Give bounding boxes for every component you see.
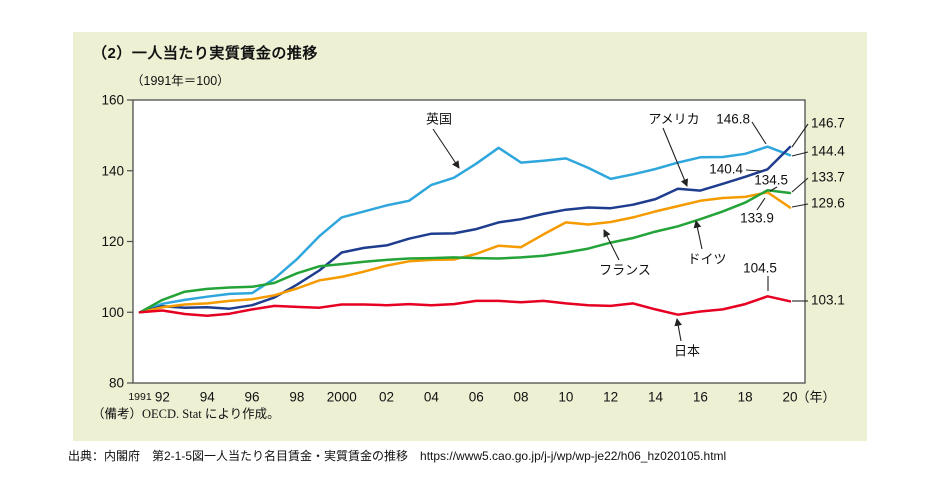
series-line-uk — [138, 145, 792, 314]
series-name-label-de: ドイツ — [687, 252, 726, 267]
annotation-arrow-fr — [603, 229, 620, 261]
chart-note: （備考）OECD. Stat により作成。 — [92, 407, 280, 421]
plot-area — [132, 99, 806, 384]
x-tick-label: 08 — [514, 390, 529, 405]
x-tick-label: 92 — [155, 390, 170, 405]
annotation-arrow-de — [693, 220, 703, 250]
chart-subtitle: （1991年＝100） — [131, 74, 230, 88]
x-tick-label: 96 — [245, 390, 260, 405]
annotation-arrow-us — [662, 127, 688, 187]
point-value-label-fr: 133.9 — [740, 211, 774, 226]
end-value-label-us: 146.7 — [811, 116, 845, 131]
point-value-label-us: 140.4 — [709, 162, 743, 177]
series-line-de — [138, 188, 792, 314]
end-label-pointer-us — [791, 123, 809, 148]
series-line-us — [138, 145, 792, 314]
x-tick-label: 02 — [379, 390, 394, 405]
series-name-label-uk: 英国 — [426, 112, 452, 127]
x-tick-label: 20 — [782, 390, 797, 405]
point-value-label-uk: 146.8 — [716, 112, 750, 127]
series-name-label-us: アメリカ — [648, 112, 699, 127]
x-tick-label: 06 — [469, 390, 484, 405]
end-label-pointer-de — [791, 177, 809, 193]
x-tick-label: 04 — [424, 390, 440, 405]
x-tick-label: 98 — [289, 390, 304, 405]
x-tick-label: 12 — [603, 390, 618, 405]
end-value-label-uk: 144.4 — [811, 144, 845, 159]
chart-title: （2）一人当たり実質賃金の推移 — [92, 45, 318, 62]
end-value-label-de: 133.7 — [811, 170, 845, 185]
end-label-pointer-uk — [791, 151, 809, 157]
x-tick-label: 14 — [648, 390, 664, 405]
x-axis-unit-label: （年） — [796, 390, 835, 405]
point-label-pointer-fr — [756, 197, 766, 211]
x-tick-label: 94 — [200, 390, 216, 405]
series-name-label-fr: フランス — [599, 263, 651, 278]
x-tick-label: 2000 — [327, 390, 357, 405]
point-label-pointer-us — [745, 169, 762, 172]
x-tick-label: 10 — [558, 390, 573, 405]
x-tick-label: 16 — [693, 390, 708, 405]
source-line: 出典：内閣府 第2-1-5図一人当たり名目賃金・実質賃金の推移 https://… — [68, 449, 727, 463]
y-tick-label: 120 — [101, 234, 124, 249]
series-line-jp — [138, 295, 792, 318]
point-value-label-jp: 104.5 — [743, 261, 777, 276]
x-tick-label: 1991 — [128, 391, 152, 403]
x-tick-label: 18 — [738, 390, 753, 405]
y-tick-label: 100 — [101, 305, 124, 320]
end-value-label-jp: 103.1 — [811, 293, 845, 308]
annotation-arrow-uk — [432, 128, 460, 169]
y-tick-label: 80 — [109, 376, 124, 391]
y-tick-label: 140 — [101, 163, 124, 178]
end-label-pointer-fr — [791, 203, 809, 208]
series-name-label-jp: 日本 — [674, 344, 700, 359]
point-value-label-de: 134.5 — [754, 173, 788, 188]
end-value-label-fr: 129.6 — [811, 196, 845, 211]
point-label-pointer-de — [769, 186, 778, 192]
annotation-arrow-jp — [674, 318, 682, 342]
y-tick-label: 160 — [101, 93, 124, 108]
point-label-pointer-uk — [751, 121, 767, 145]
